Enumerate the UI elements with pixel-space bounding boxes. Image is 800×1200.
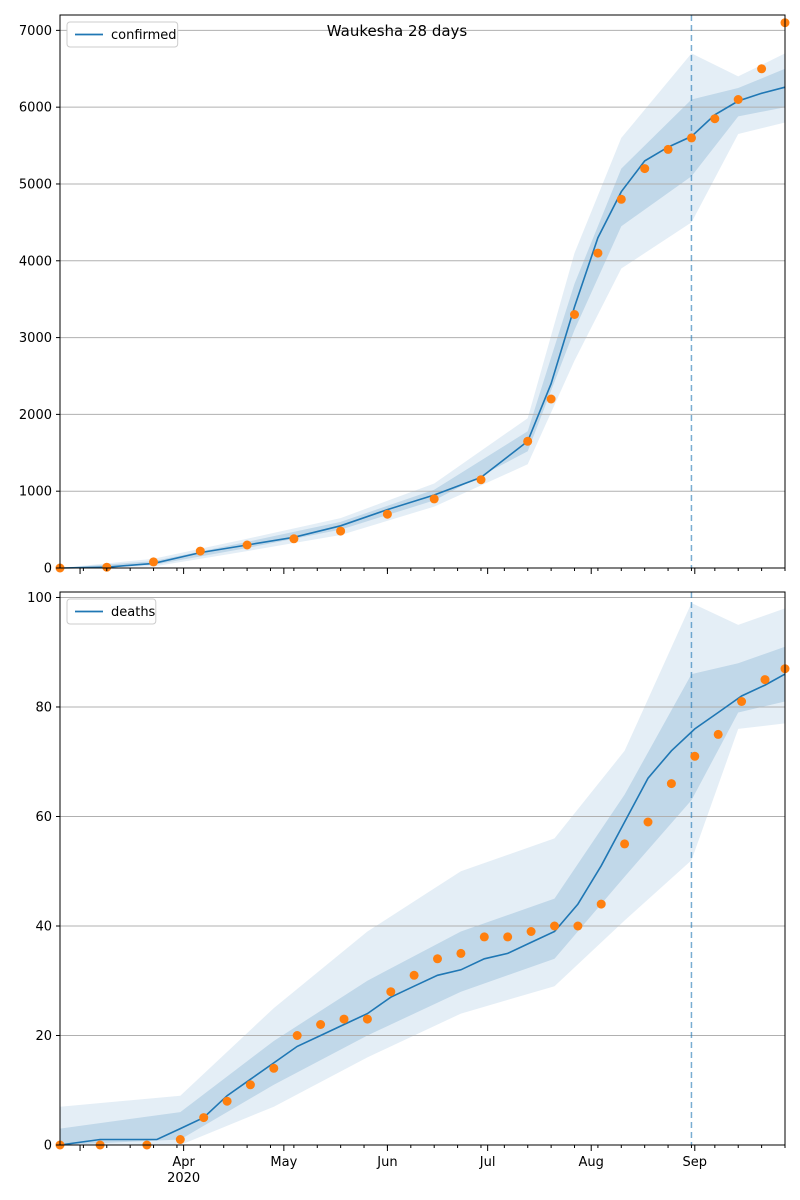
observed-point	[733, 95, 743, 104]
chart-title: Waukesha 28 days	[327, 22, 468, 40]
y-tick-label: 100	[27, 591, 52, 606]
x-tick-label: Apr	[172, 1155, 195, 1170]
observed-point	[757, 64, 767, 74]
observed-point	[102, 562, 112, 572]
observed-point	[479, 932, 489, 942]
observed-point	[690, 751, 700, 761]
observed-point	[382, 509, 392, 519]
y-tick-label: 0	[44, 562, 52, 577]
y-tick-label: 7000	[19, 24, 52, 39]
x-tick-label: May	[270, 1155, 297, 1170]
deaths-axes-frame	[59, 591, 786, 1146]
legend-box	[66, 21, 179, 48]
legend-box	[66, 598, 157, 625]
observed-point	[503, 932, 513, 942]
y-tick-label: 6000	[19, 101, 52, 116]
confirmed-y-axis: 0 1000 2000 3000 4000 5000 6000 7000	[19, 24, 60, 577]
observed-point	[336, 526, 346, 536]
observed-point	[760, 675, 770, 685]
observed-point	[433, 954, 442, 964]
observed-point	[476, 475, 486, 485]
legend-label-deaths: deaths	[111, 605, 156, 620]
observed-point	[245, 1080, 255, 1090]
observed-point	[546, 394, 556, 404]
y-tick-label: 20	[35, 1029, 52, 1044]
y-tick-label: 40	[35, 919, 52, 934]
x-tick-label: Aug	[579, 1155, 604, 1170]
deaths-y-axis: 0 20 40 60 80 100	[27, 591, 60, 1154]
observed-point	[643, 817, 653, 827]
x-tick-label: Jul	[479, 1155, 496, 1170]
deaths-observed-points	[55, 664, 790, 1150]
y-tick-label: 4000	[19, 254, 52, 269]
observed-point	[292, 1031, 302, 1040]
observed-point	[289, 534, 299, 544]
observed-point	[687, 133, 696, 143]
observed-point	[570, 310, 579, 319]
y-tick-label: 5000	[19, 177, 52, 192]
confirmed-observed-points	[55, 18, 790, 573]
deaths-legend[interactable]: deaths	[66, 598, 157, 625]
observed-point	[550, 921, 559, 931]
band-50-area	[60, 646, 785, 1145]
observed-point	[199, 1113, 209, 1123]
confirmed-legend[interactable]: confirmed	[66, 21, 179, 48]
observed-point	[149, 557, 158, 567]
observed-point	[663, 144, 673, 154]
observed-point	[713, 729, 723, 739]
observed-point	[175, 1135, 185, 1144]
x-tick-label: Jun	[376, 1155, 397, 1170]
observed-point	[640, 164, 650, 174]
deaths-uncertainty-bands	[60, 603, 785, 1145]
deaths-x-axis: Apr May Jun Jul Aug Sep 2020	[79, 1145, 786, 1186]
band-90-area	[60, 53, 785, 568]
observed-point	[523, 436, 533, 446]
observed-point	[737, 697, 747, 706]
confirmed-panel: 0 1000 2000 3000 4000 5000 6000 7000 Waukesha 2…	[19, 14, 790, 577]
observed-point	[429, 494, 439, 504]
observed-point	[316, 1020, 326, 1029]
x-tick-label: Sep	[683, 1155, 708, 1170]
confirmed-x-axis	[79, 568, 786, 574]
confirmed-axes-frame	[59, 14, 786, 569]
y-tick-label: 3000	[19, 331, 52, 346]
observed-point	[339, 1014, 349, 1024]
observed-point	[222, 1096, 232, 1106]
y-tick-label: 2000	[19, 408, 52, 423]
y-tick-label: 80	[35, 700, 52, 715]
observed-point	[573, 921, 583, 931]
y-tick-label: 60	[35, 810, 52, 825]
confirmed-model-line	[59, 86, 786, 569]
observed-point	[593, 248, 603, 258]
observed-point	[269, 1063, 279, 1073]
y-tick-label: 0	[44, 1139, 52, 1154]
observed-point	[710, 114, 720, 124]
observed-point	[596, 899, 606, 909]
y-tick-label: 1000	[19, 485, 52, 500]
observed-point	[526, 927, 536, 936]
observed-point	[242, 540, 252, 550]
x-year-label: 2020	[167, 1171, 200, 1186]
observed-point	[195, 546, 205, 556]
legend-label-confirmed: confirmed	[111, 28, 177, 43]
deaths-panel: 0 20 40 60 80 100 Apr May Jun Jul Aug Sep 2020 deat…	[27, 591, 790, 1186]
observed-point	[409, 970, 419, 980]
observed-point	[666, 779, 676, 789]
observed-point	[620, 839, 630, 849]
band-90-area	[60, 603, 785, 1145]
observed-point	[456, 948, 466, 958]
observed-point	[386, 987, 396, 997]
observed-point	[616, 194, 626, 204]
observed-point	[362, 1014, 372, 1024]
